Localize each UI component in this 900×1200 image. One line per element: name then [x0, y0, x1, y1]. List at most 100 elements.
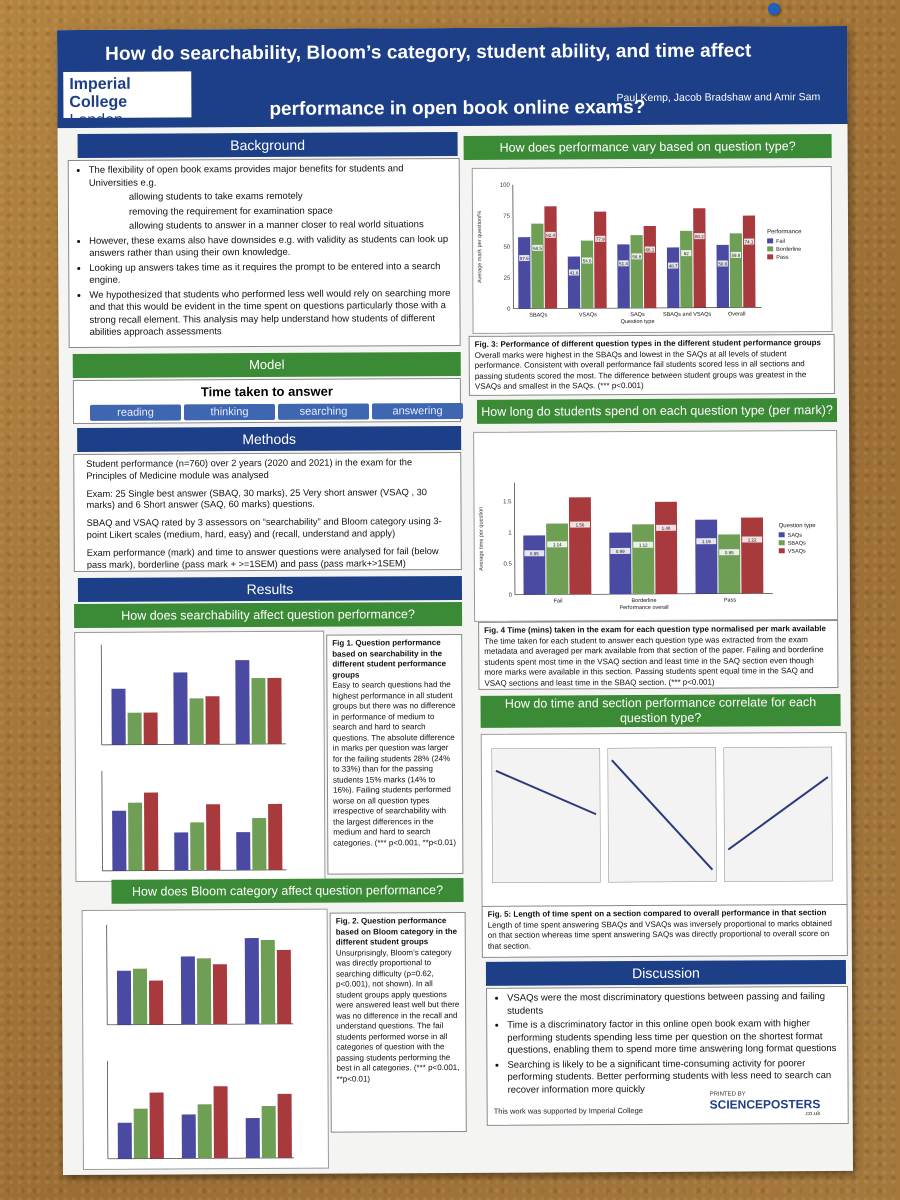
- y-tick-label: 75: [503, 214, 510, 220]
- bar-value-label: 66.1: [645, 247, 654, 252]
- fig2-caption: Fig. 2. Question performance based on Bl…: [329, 911, 467, 1133]
- poster-title-line1: How do searchability, Bloom’s category, …: [105, 40, 752, 65]
- fig2-chart-svg: [106, 924, 294, 1160]
- background-list: The flexibility of open book exams provi…: [69, 159, 460, 346]
- fig2-panel-b: [107, 1060, 294, 1160]
- legend-swatch: [778, 540, 785, 546]
- bar: [523, 535, 546, 595]
- bar: [593, 211, 607, 309]
- bar-value-label: 58.8: [632, 254, 641, 259]
- category-label: Borderline: [631, 598, 656, 604]
- bar-value-label-bg: [719, 549, 740, 556]
- bar-value-label-bg: [568, 269, 580, 276]
- bar: [630, 235, 644, 309]
- legend-entry: Borderline: [776, 247, 801, 253]
- bar: [716, 244, 730, 308]
- bar-value-label: 0.95: [530, 551, 539, 556]
- bar: [531, 223, 544, 309]
- correlation-heading: How do time and section performance corr…: [480, 693, 841, 728]
- bar-value-label-bg: [631, 253, 642, 260]
- bar-value-label-bg: [681, 250, 692, 257]
- y-tick-label: 1: [508, 530, 512, 536]
- background-item: However, these exams also have downsides…: [89, 234, 451, 261]
- category-label: Fail: [554, 598, 563, 604]
- category-label: Overall: [728, 311, 745, 317]
- fig4-chart: 0 0.5 1 1.5 Average time per question 0.95 1.1…: [473, 429, 839, 622]
- bar-value-label: 1.12: [639, 543, 648, 548]
- searchability-heading: How does searchability affect question p…: [74, 601, 463, 628]
- y-tick-label: 0.5: [503, 562, 512, 568]
- bar: [518, 237, 531, 309]
- legend-entry: SBAQs: [788, 541, 806, 547]
- bar-value-label: 1.19: [702, 539, 711, 544]
- bar: [741, 517, 764, 594]
- discussion-heading: Discussion: [485, 959, 847, 986]
- category-label: Pass: [724, 598, 737, 604]
- bar-value-label: 1.14: [553, 542, 562, 547]
- fig4-caption-title: Fig. 4 Time (mins) taken in the exam for…: [484, 624, 826, 635]
- bar: [544, 206, 558, 309]
- bar: [654, 501, 678, 594]
- fig1-panel-b: [101, 770, 287, 872]
- fig2-panel-a: [106, 924, 294, 1026]
- model-step-thinking: thinking: [183, 403, 276, 421]
- model-heading: Model: [72, 351, 461, 378]
- bar-value-label: 50.6: [718, 262, 727, 267]
- fig5-chart: [480, 731, 848, 908]
- fig1-chart-svg: [100, 644, 287, 872]
- authors: Paul Kemp, Jacob Bradshaw and Amir Sam: [616, 91, 821, 105]
- bar-value-label-bg: [717, 260, 728, 267]
- bar-value-label-bg: [524, 550, 545, 557]
- fig2-caption-body: Unsurprisingly, Bloom’s category was dir…: [335, 947, 460, 1073]
- bar-value-label: 59.8: [732, 253, 741, 258]
- background-item: We hypothesized that students who perfor…: [89, 288, 451, 340]
- bar-value-label-bg: [610, 547, 631, 554]
- methods-paragraph: Exam performance (mark) and time to answ…: [86, 545, 439, 570]
- y-tick-label: 0: [509, 593, 513, 599]
- y-tick-label: 100: [500, 183, 511, 189]
- y-tick-label: 0: [507, 307, 511, 313]
- bar-value-label-bg: [743, 238, 755, 245]
- fig5-caption-title: Fig. 5: Length of time spent on a sectio…: [487, 908, 827, 919]
- fig4-chart-svg: 0 0.5 1 1.5 Average time per question 0.95 1.1…: [479, 482, 816, 611]
- bar: [693, 208, 706, 308]
- imperial-college-logo: Imperial College London: [63, 71, 192, 129]
- fig4-caption-body: The time taken for each student to answe…: [484, 634, 824, 688]
- bar-value-label-bg: [618, 260, 629, 267]
- legend-entry: SAQs: [788, 533, 803, 539]
- fig1-chart: [74, 630, 326, 882]
- bar: [609, 532, 632, 595]
- bar: [718, 534, 741, 594]
- fig2-chart: [81, 908, 329, 1170]
- fig3-chart-svg: 0 25 50 75 100 Average mark per question/% 57.…: [477, 183, 802, 325]
- bar-value-label-bg: [656, 524, 677, 531]
- bar-value-label: 51.4: [619, 261, 628, 266]
- bar: [617, 244, 630, 309]
- background-item: The flexibility of open book exams provi…: [89, 163, 451, 190]
- fig3-caption-sig: (*** p<0.001): [597, 381, 644, 391]
- bar-value-label: 54.6: [583, 259, 592, 264]
- bar: [742, 215, 756, 308]
- bar-value-label-bg: [545, 231, 556, 238]
- bar: [666, 247, 680, 308]
- bar-value-label-bg: [742, 536, 763, 543]
- fig5-chart-svg: [491, 746, 833, 884]
- bar: [729, 233, 743, 308]
- bar-value-label: 1.56: [576, 523, 585, 528]
- bar-value-label-bg: [694, 233, 705, 240]
- methods-heading: Methods: [77, 425, 462, 452]
- fig5-caption: Fig. 5: Length of time spent on a sectio…: [481, 903, 848, 958]
- bar-value-label: 1.22: [748, 537, 757, 542]
- poster-title-line2: performance in open book online exams?: [269, 96, 646, 120]
- bar-value-label-bg: [644, 246, 656, 253]
- discussion-item: VSAQs were the most discriminatory quest…: [507, 991, 839, 1018]
- fig3-caption: Fig. 3: Performance of different questio…: [468, 334, 835, 396]
- bar-value-label-bg: [595, 235, 606, 242]
- bar-value-label: 80.2: [695, 234, 704, 239]
- bar: [580, 240, 594, 309]
- background-sub-item: allowing students to take exams remotely: [128, 190, 303, 203]
- methods-paragraph: Student performance (n=760) over 2 years…: [86, 457, 413, 481]
- results-heading: Results: [77, 575, 462, 602]
- bar: [680, 230, 693, 308]
- category-label: SBAQs and VSAQs: [663, 312, 712, 318]
